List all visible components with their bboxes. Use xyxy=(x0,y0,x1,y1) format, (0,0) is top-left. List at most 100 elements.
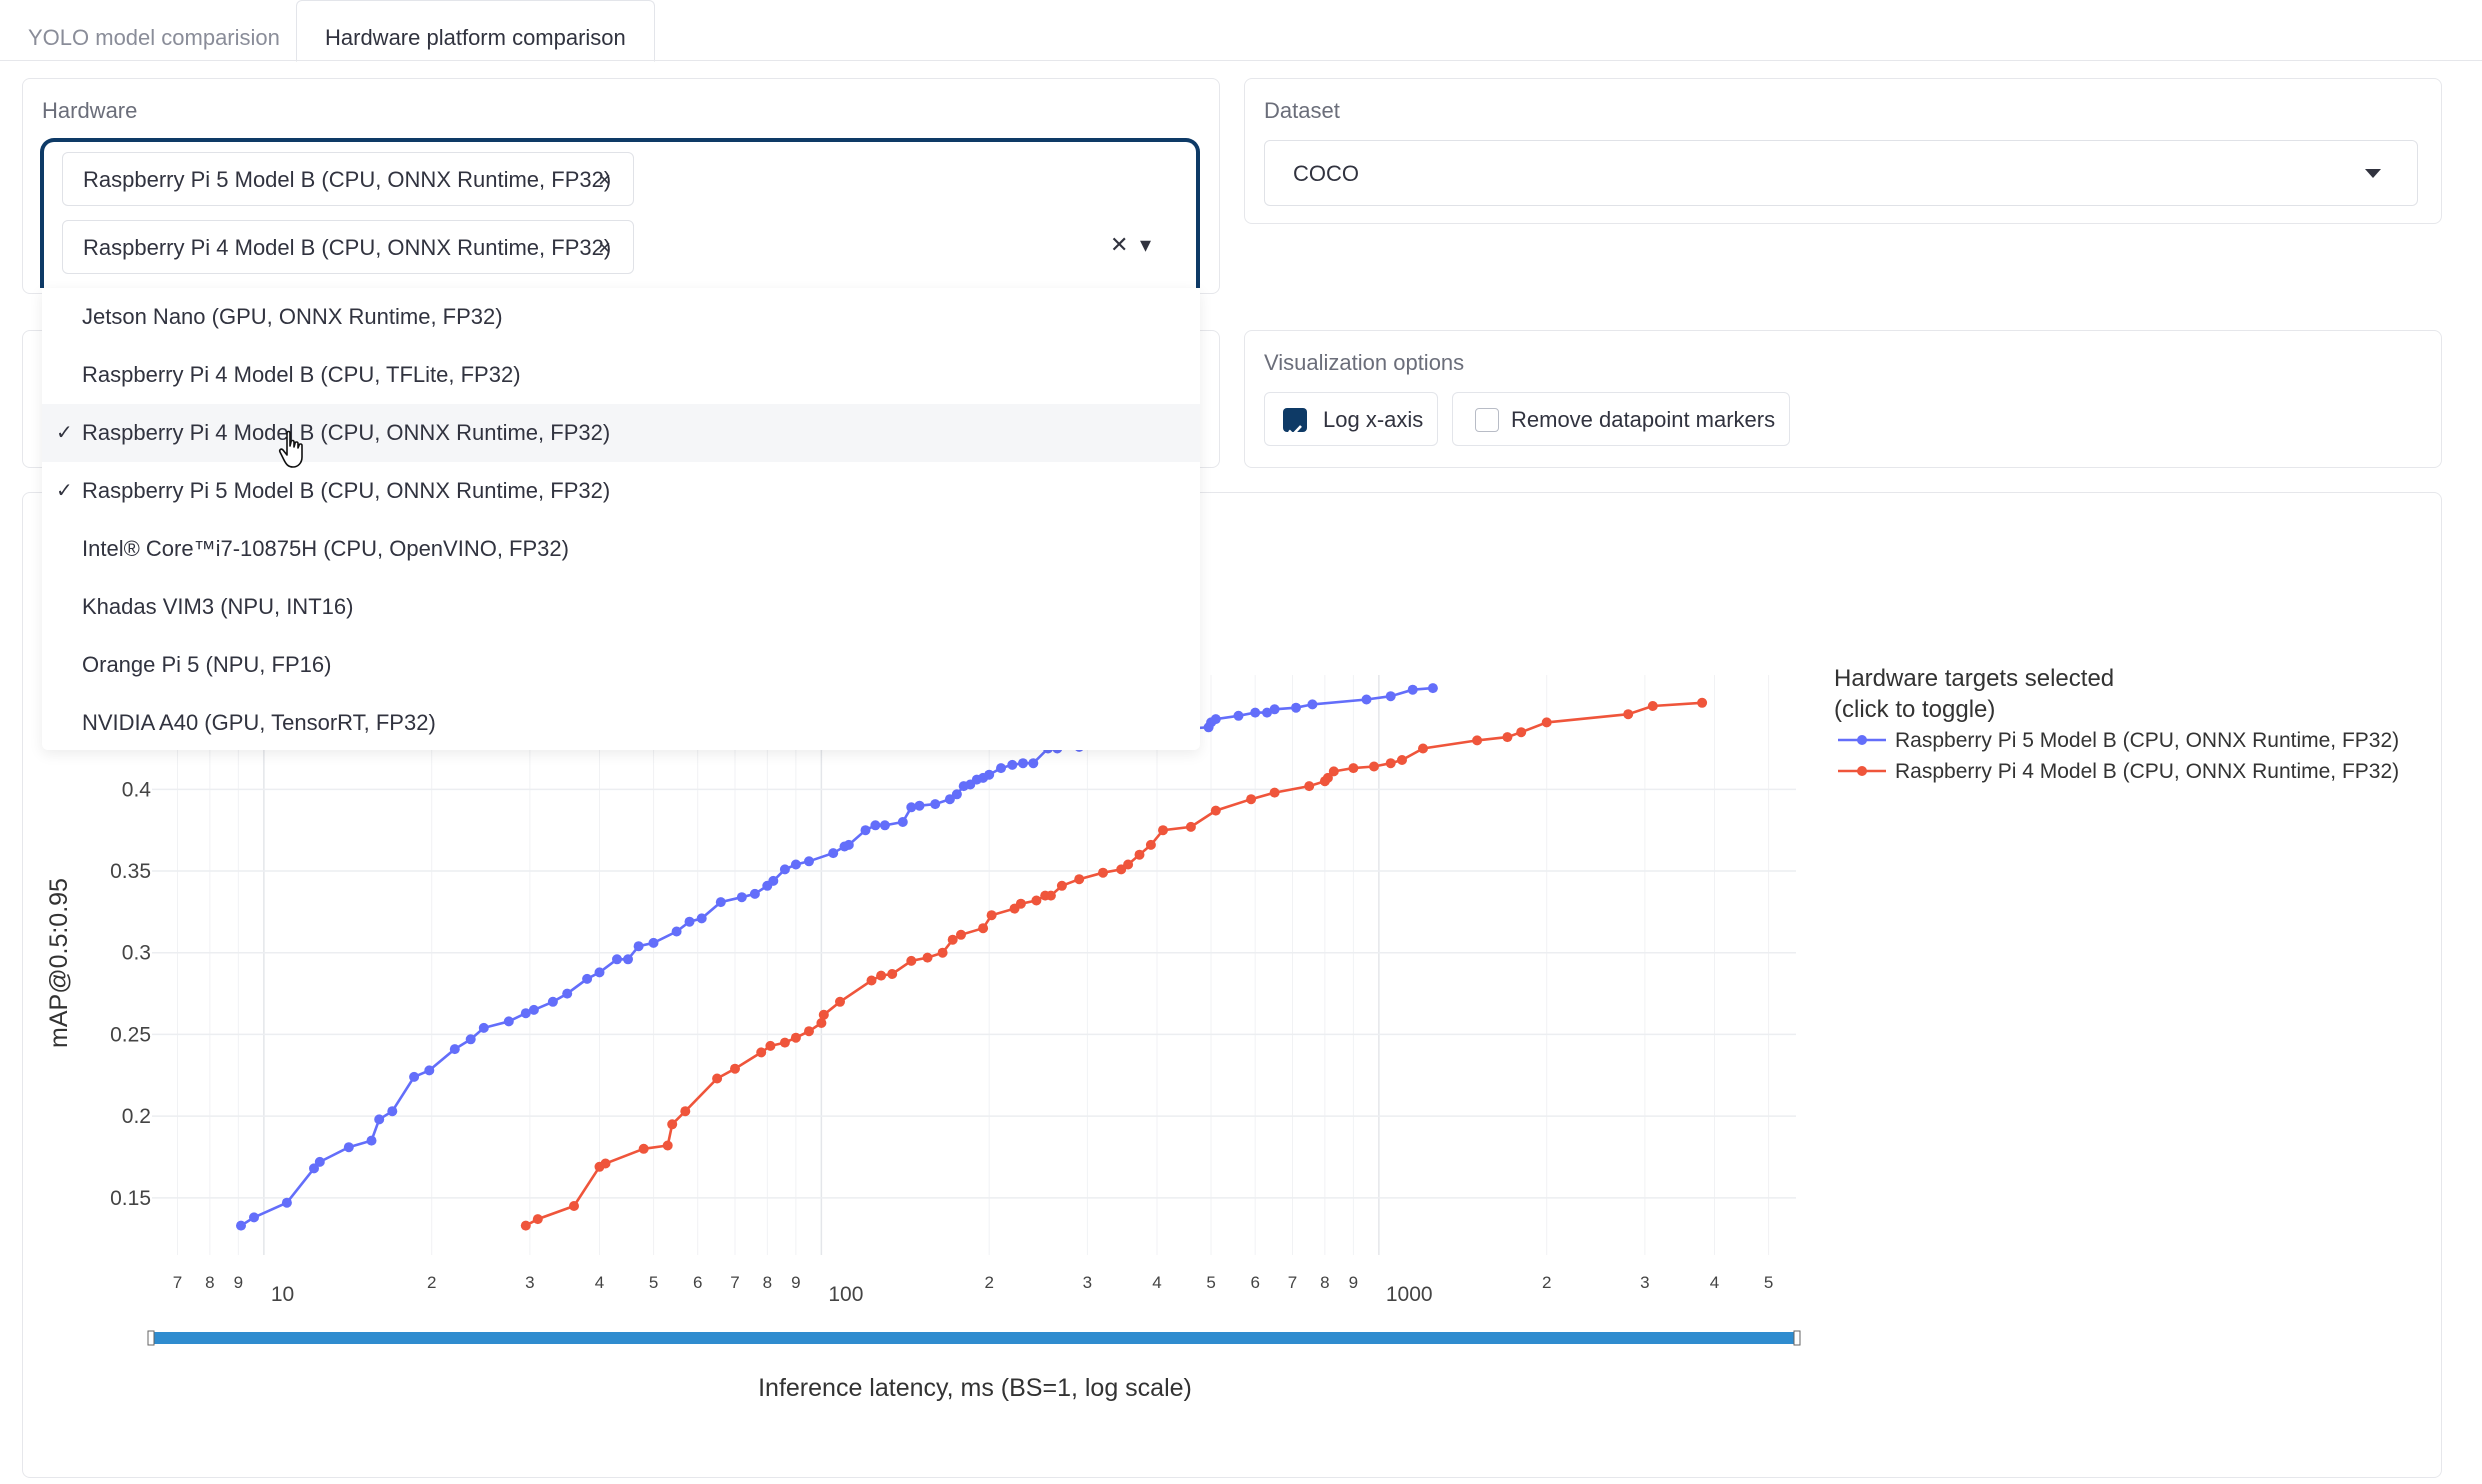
data-point xyxy=(804,1026,814,1037)
data-point xyxy=(1369,761,1379,772)
y-tick-label: 0.2 xyxy=(122,1105,151,1128)
y-tick-label: 0.35 xyxy=(110,860,151,883)
clear-all-icon[interactable]: ✕ xyxy=(1110,232,1129,257)
dropdown-option-label: Khadas VIM3 (NPU, INT16) xyxy=(82,594,354,619)
data-point xyxy=(1056,880,1067,891)
data-point xyxy=(366,1135,377,1146)
dropdown-option[interactable]: NVIDIA A40 (GPU, TensorRT, FP32) xyxy=(42,694,1200,752)
data-point xyxy=(804,856,814,867)
data-point xyxy=(1291,702,1301,713)
data-point xyxy=(1233,710,1244,721)
data-point xyxy=(1185,821,1196,832)
data-point xyxy=(956,929,966,940)
data-point xyxy=(1418,743,1428,754)
dropdown-option[interactable]: Orange Pi 5 (NPU, FP16) xyxy=(42,636,1200,694)
data-point xyxy=(828,848,839,859)
data-point xyxy=(648,937,659,948)
x-minor-tick-label: 4 xyxy=(1710,1273,1719,1292)
data-point xyxy=(730,1063,740,1074)
dropdown-option-label: NVIDIA A40 (GPU, TensorRT, FP32) xyxy=(82,710,436,735)
data-point xyxy=(1262,707,1272,718)
data-point xyxy=(906,802,917,813)
tab-yolo-model-comparison[interactable]: YOLO model comparision xyxy=(28,25,280,50)
data-point xyxy=(1134,849,1145,860)
log-x-axis-checkbox[interactable]: Log x-axis xyxy=(1264,392,1438,446)
data-point xyxy=(1304,781,1315,792)
data-point xyxy=(520,1008,531,1019)
data-point xyxy=(914,800,925,811)
data-point xyxy=(1028,758,1039,769)
x-minor-tick-label: 5 xyxy=(1764,1273,1773,1292)
range-slider-handle-right xyxy=(1793,1330,1801,1346)
data-point xyxy=(528,1004,539,1015)
tab-hardware-platform-comparison[interactable]: Hardware platform comparison xyxy=(296,0,655,62)
data-point xyxy=(866,975,877,986)
x-major-tick-label: 10 xyxy=(271,1283,294,1306)
dropdown-option[interactable]: Khadas VIM3 (NPU, INT16) xyxy=(42,578,1200,636)
data-point xyxy=(600,1158,611,1169)
data-point xyxy=(984,769,995,780)
data-point xyxy=(1407,684,1418,695)
dropdown-option-label: Intel® Core™i7-10875H (CPU, OpenVINO, FP… xyxy=(82,536,569,561)
chip-label: Raspberry Pi 5 Model B (CPU, ONNX Runtim… xyxy=(83,167,612,192)
data-point xyxy=(1015,898,1026,909)
y-axis-title: mAP@0.5:0.95 xyxy=(45,878,73,1048)
dropdown-option[interactable]: Intel® Core™i7-10875H (CPU, OpenVINO, FP… xyxy=(42,520,1200,578)
data-point xyxy=(478,1022,489,1033)
data-point xyxy=(756,1047,767,1058)
data-point xyxy=(870,820,881,831)
data-point xyxy=(1385,758,1396,769)
dropdown-option-label: Orange Pi 5 (NPU, FP16) xyxy=(82,652,332,677)
data-point xyxy=(409,1071,420,1082)
data-point xyxy=(449,1044,460,1055)
dropdown-option[interactable]: ✓ Raspberry Pi 4 Model B (CPU, ONNX Runti… xyxy=(42,404,1200,462)
check-icon: ✓ xyxy=(56,422,73,444)
tab-divider xyxy=(0,60,2482,61)
data-point xyxy=(906,955,917,966)
chevron-down-icon[interactable]: ▾ xyxy=(1140,232,1152,257)
data-point xyxy=(937,947,948,958)
data-point xyxy=(680,1106,691,1117)
data-point xyxy=(843,839,854,850)
data-point xyxy=(612,954,622,965)
remove-markers-checkbox[interactable]: Remove datapoint markers xyxy=(1452,392,1790,446)
chip-remove-icon[interactable]: × xyxy=(598,235,611,260)
hardware-multiselect[interactable] xyxy=(40,138,1200,288)
x-minor-tick-label: 5 xyxy=(649,1273,658,1292)
data-point xyxy=(1269,787,1280,798)
series-line-1 xyxy=(525,701,1703,1227)
dropdown-option[interactable]: Raspberry Pi 4 Model B (CPU, TFLite, FP3… xyxy=(42,346,1200,404)
data-point xyxy=(236,1220,246,1231)
hand-cursor-icon xyxy=(278,430,303,468)
legend-item-label: Raspberry Pi 4 Model B (CPU, ONNX Runtim… xyxy=(1895,760,2399,783)
data-point xyxy=(374,1114,385,1125)
legend-marker xyxy=(1857,766,1867,776)
data-point xyxy=(1116,864,1127,875)
data-point xyxy=(887,969,898,979)
x-minor-tick-label: 4 xyxy=(1152,1273,1161,1292)
checkbox-unchecked-icon xyxy=(1475,408,1499,432)
data-point xyxy=(667,1119,678,1130)
dataset-label: Dataset xyxy=(1264,98,1340,123)
x-major-tick-label: 100 xyxy=(828,1283,863,1306)
x-minor-tick-label: 4 xyxy=(595,1273,604,1292)
data-point xyxy=(1502,732,1513,743)
data-point xyxy=(249,1212,259,1223)
x-minor-tick-label: 2 xyxy=(1542,1273,1551,1292)
data-point xyxy=(594,967,605,978)
data-point xyxy=(1397,755,1407,765)
data-point xyxy=(1322,772,1333,783)
range-slider xyxy=(152,1332,1796,1344)
dataset-select[interactable]: COCO xyxy=(1264,140,2418,206)
data-point xyxy=(835,996,845,1007)
data-point xyxy=(816,1018,827,1028)
data-point xyxy=(1007,759,1018,770)
data-point xyxy=(818,1009,829,1020)
data-point xyxy=(1018,758,1028,769)
chip-remove-icon[interactable]: × xyxy=(598,167,611,192)
dropdown-option[interactable]: Jetson Nano (GPU, ONNX Runtime, FP32) xyxy=(42,288,1200,346)
data-point xyxy=(582,973,593,984)
dropdown-option[interactable]: ✓ Raspberry Pi 5 Model B (CPU, ONNX Runti… xyxy=(42,462,1200,520)
data-point xyxy=(1210,805,1221,816)
data-point xyxy=(520,1220,531,1231)
